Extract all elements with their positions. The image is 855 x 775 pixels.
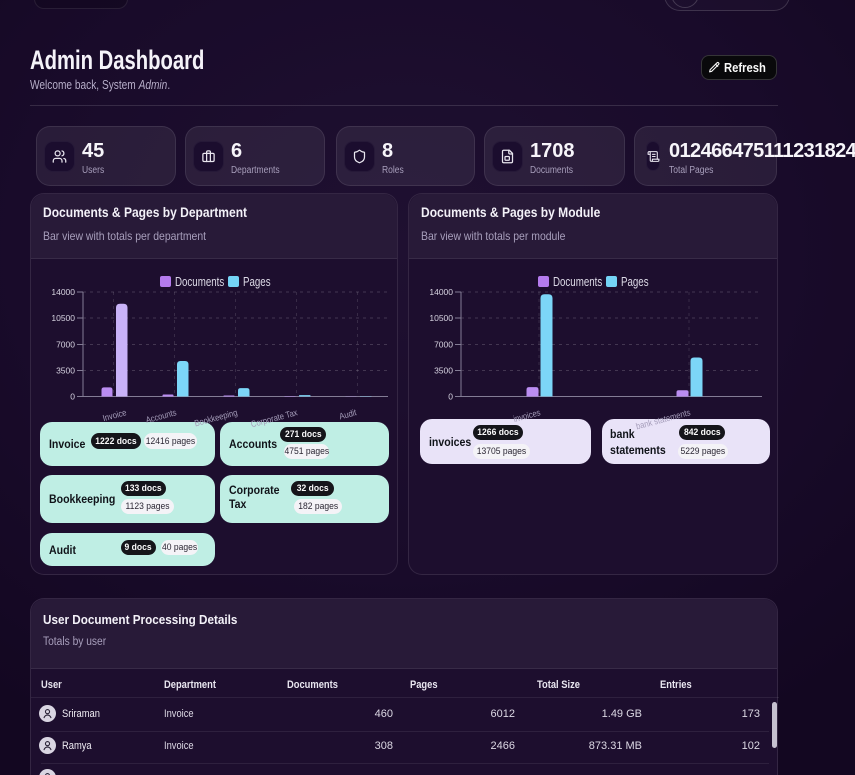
svg-text:0: 0 xyxy=(70,392,75,402)
svg-text:7000: 7000 xyxy=(434,340,453,350)
svg-text:10500: 10500 xyxy=(429,313,453,323)
svg-text:Audit: Audit xyxy=(338,407,358,422)
svg-text:10500: 10500 xyxy=(51,313,75,323)
svg-text:Corporate Tax: Corporate Tax xyxy=(250,406,300,429)
svg-text:Documents: Documents xyxy=(553,276,603,289)
svg-text:0: 0 xyxy=(448,392,453,402)
svg-text:14000: 14000 xyxy=(429,287,453,297)
svg-text:14000: 14000 xyxy=(51,287,75,297)
svg-text:Documents: Documents xyxy=(175,276,225,289)
svg-text:Pages: Pages xyxy=(243,276,271,289)
svg-text:Bookkeeping: Bookkeeping xyxy=(193,407,239,429)
svg-text:7000: 7000 xyxy=(56,340,75,350)
svg-text:Invoice: Invoice xyxy=(101,407,127,424)
svg-text:Pages: Pages xyxy=(621,276,649,289)
svg-text:Accounts: Accounts xyxy=(144,407,177,426)
svg-text:invoices: invoices xyxy=(512,407,541,425)
svg-text:bank statements: bank statements xyxy=(635,407,692,432)
svg-text:3500: 3500 xyxy=(56,366,75,376)
svg-text:3500: 3500 xyxy=(434,366,453,376)
